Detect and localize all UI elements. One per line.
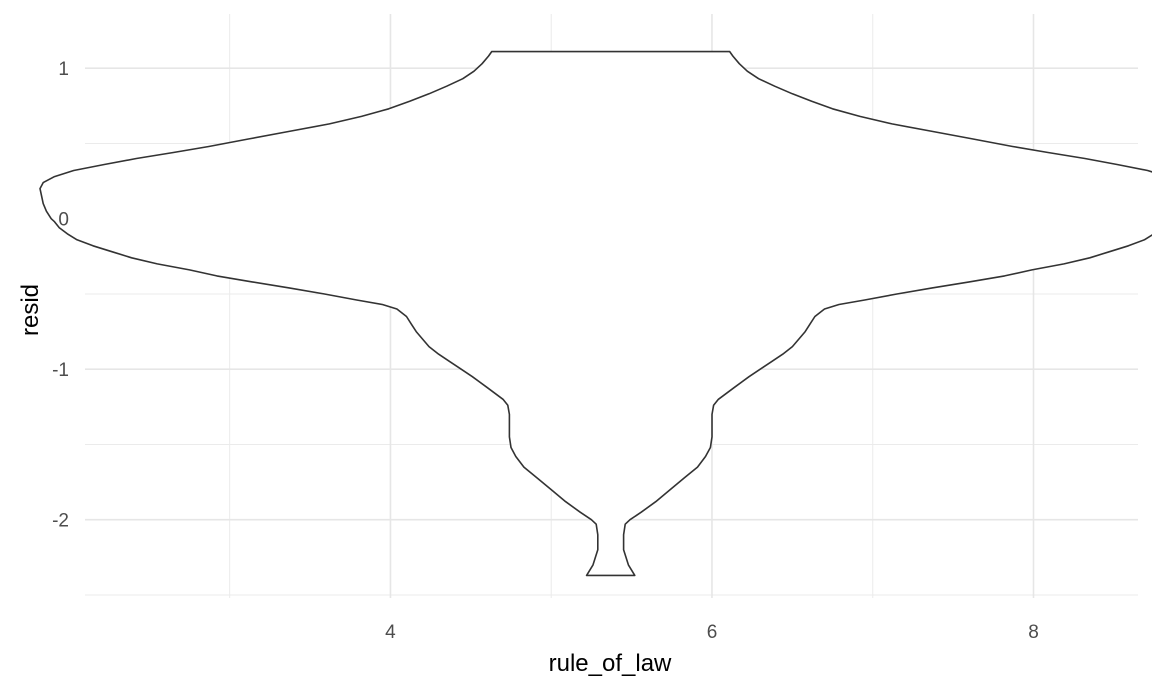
y-tick-label: -1 bbox=[52, 360, 69, 381]
violin-layer bbox=[39, 50, 1152, 577]
y-tick-label: 1 bbox=[58, 59, 69, 80]
violin-shape bbox=[39, 50, 1152, 577]
axes: 4 6 8 -2 -1 0 1 bbox=[52, 59, 1039, 643]
y-tick-label: -2 bbox=[52, 511, 69, 532]
x-tick-label: 8 bbox=[1028, 622, 1039, 643]
y-axis-title: resid bbox=[17, 284, 44, 336]
x-axis-title: rule_of_law bbox=[549, 650, 672, 677]
y-tick-label: 0 bbox=[58, 210, 69, 231]
x-tick-label: 4 bbox=[385, 622, 396, 643]
x-tick-label: 6 bbox=[707, 622, 718, 643]
